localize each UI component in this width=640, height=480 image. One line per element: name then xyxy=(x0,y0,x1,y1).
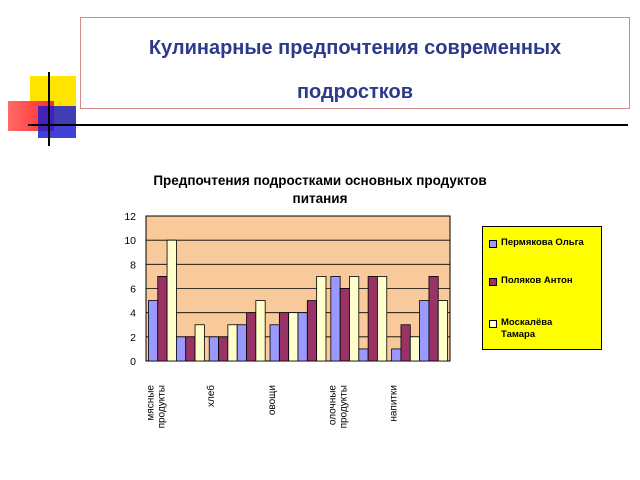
bar xyxy=(306,300,318,362)
x-category-label: напитки xyxy=(388,385,399,422)
bar xyxy=(377,276,388,362)
slide-title-line-1: Кулинарные предпочтения современных xyxy=(148,37,562,59)
x-category-label: мясные xyxy=(145,385,156,421)
x-category-label: олочные xyxy=(328,385,339,426)
bar xyxy=(194,324,205,362)
y-tick-label: 8 xyxy=(130,259,136,271)
bar xyxy=(358,348,369,362)
bar xyxy=(246,312,257,362)
bar xyxy=(236,324,247,362)
legend-label: Поляков Антон xyxy=(501,275,573,286)
legend-label: Пермякова Ольга xyxy=(501,237,584,248)
legend-swatch xyxy=(489,240,497,248)
y-tick-label: 12 xyxy=(124,211,136,223)
bar xyxy=(175,336,187,362)
y-tick-label: 10 xyxy=(124,235,136,247)
decor-horizontal-line xyxy=(28,124,628,126)
y-tick-label: 4 xyxy=(130,308,136,320)
bar xyxy=(428,276,439,362)
bar xyxy=(278,312,290,362)
bar xyxy=(419,300,430,362)
x-category-label: овощи xyxy=(267,385,278,415)
bar xyxy=(339,288,350,362)
slide-title-box: Кулинарные предпочтения современных подр… xyxy=(80,17,630,109)
bar xyxy=(208,336,219,362)
chart-legend: Пермякова Ольга Поляков Антон Москалёва Та… xyxy=(482,226,602,350)
legend-label: Москалёва Тамара xyxy=(501,317,553,340)
bar xyxy=(391,348,402,362)
bar xyxy=(148,300,159,362)
x-category-label: хлеб xyxy=(205,385,217,407)
bar xyxy=(185,336,196,362)
legend-swatch xyxy=(489,320,497,328)
x-category-label: продукты xyxy=(156,385,167,428)
bar xyxy=(409,336,421,362)
legend-swatch xyxy=(489,278,497,286)
bar xyxy=(288,312,299,362)
bar xyxy=(269,324,280,362)
y-tick-label: 0 xyxy=(130,356,136,368)
bar xyxy=(157,276,168,362)
decor-blue-square xyxy=(38,106,76,138)
bar xyxy=(349,276,360,362)
y-tick-label: 6 xyxy=(130,284,136,296)
x-category-label: продукты xyxy=(339,385,350,428)
bar xyxy=(400,324,411,362)
slide-title-line-2: подростков xyxy=(296,81,414,103)
chart-title: Предпочтения подростками основных продук… xyxy=(100,172,540,208)
bar xyxy=(316,276,327,362)
chart-title-line-1: Предпочтения подростками основных продук… xyxy=(153,173,487,188)
decor-vertical-line xyxy=(48,72,50,146)
bar xyxy=(367,276,378,362)
bar xyxy=(437,300,448,362)
bar xyxy=(330,276,341,362)
chart-title-line-2: питания xyxy=(292,191,348,206)
bar xyxy=(227,324,238,362)
bar xyxy=(166,239,177,362)
bar xyxy=(297,312,308,362)
bar xyxy=(218,336,229,362)
bar xyxy=(255,300,266,362)
y-tick-label: 2 xyxy=(130,332,136,344)
